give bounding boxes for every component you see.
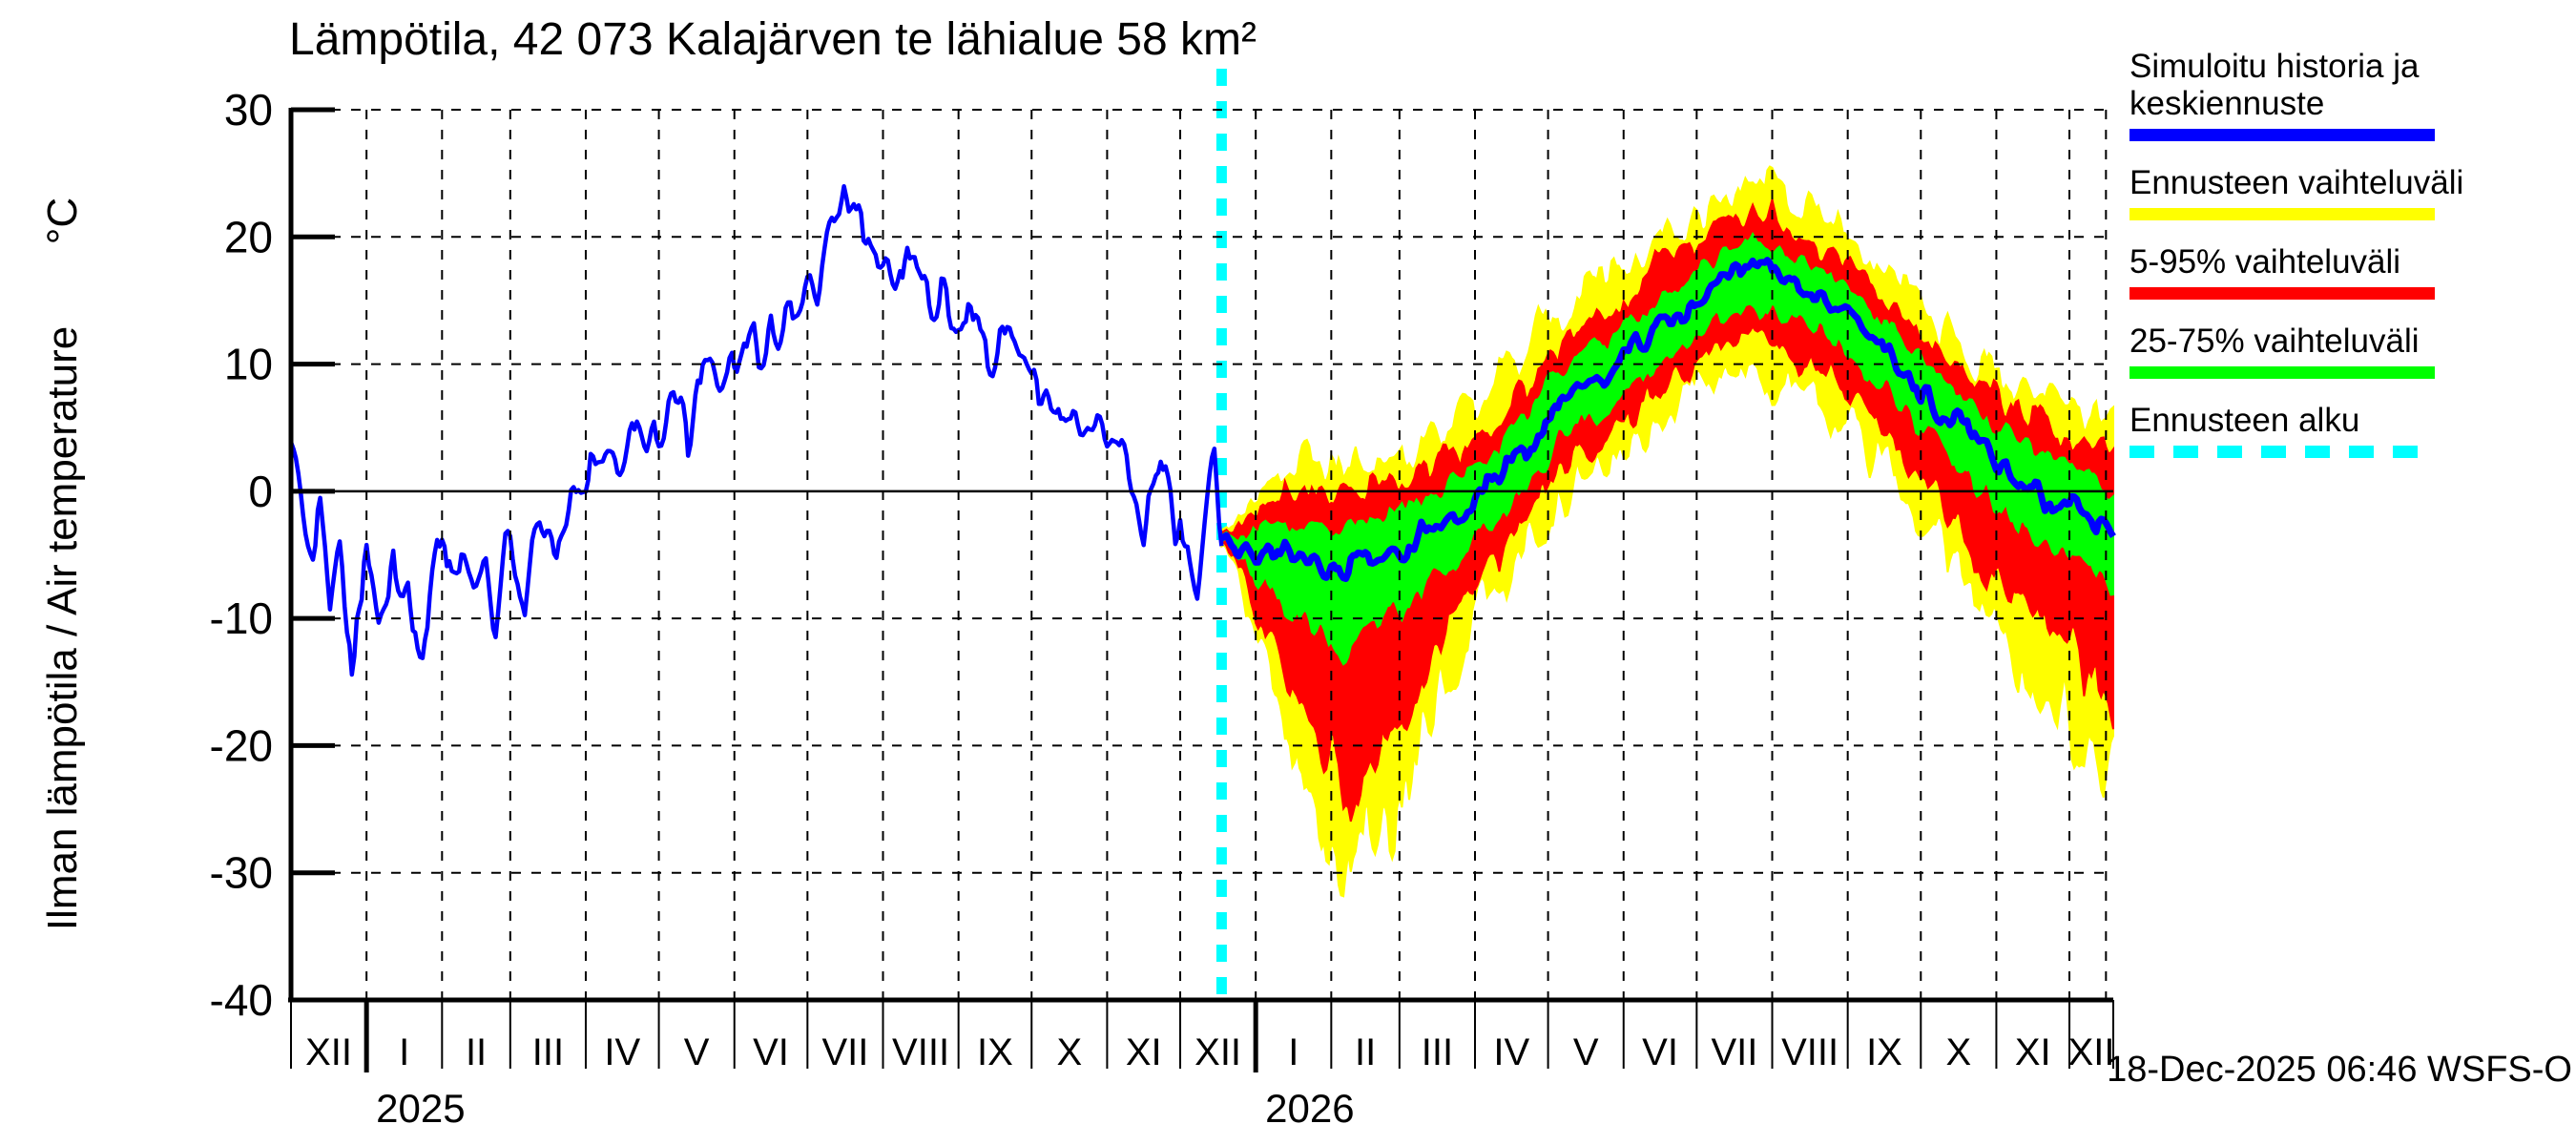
month-label: III xyxy=(1422,1031,1453,1073)
y-tick-label: -10 xyxy=(210,593,273,643)
year-label: 2026 xyxy=(1265,1086,1354,1131)
forecast-start-swatch xyxy=(2129,446,2435,458)
y-tick-label: 30 xyxy=(224,85,273,135)
legend-item-25-75: 25-75% vaihteluväli xyxy=(2129,323,2576,379)
month-label: VI xyxy=(1642,1031,1678,1073)
month-label: V xyxy=(1573,1031,1599,1073)
month-label: VII xyxy=(821,1031,868,1073)
history-line-swatch xyxy=(2129,129,2435,141)
band-25-75-swatch xyxy=(2129,366,2435,379)
month-label: IV xyxy=(604,1031,640,1073)
month-label: XI xyxy=(1126,1031,1162,1073)
forecast-range-swatch xyxy=(2129,208,2435,220)
legend-label-history: Simuloitu historia ja keskiennuste xyxy=(2129,48,2420,122)
legend-item-forecast-range: Ennusteen vaihteluväli xyxy=(2129,164,2576,220)
y-tick-label: -40 xyxy=(210,975,273,1025)
month-label: V xyxy=(684,1031,710,1073)
month-label: VIII xyxy=(892,1031,949,1073)
y-tick-label: 10 xyxy=(224,340,273,389)
history-line xyxy=(288,183,1224,677)
month-label: XI xyxy=(2015,1031,2051,1073)
legend-label-5-95: 5-95% vaihteluväli xyxy=(2129,243,2401,281)
legend-label-25-75: 25-75% vaihteluväli xyxy=(2129,323,2420,360)
month-label: XII xyxy=(1195,1031,1241,1073)
month-label: IV xyxy=(1493,1031,1529,1073)
y-tick-label: -30 xyxy=(210,848,273,898)
month-label: VII xyxy=(1711,1031,1757,1073)
month-label: IX xyxy=(1866,1031,1902,1073)
band-5-95-swatch xyxy=(2129,287,2435,300)
month-label: VI xyxy=(753,1031,789,1073)
y-tick-label: 20 xyxy=(224,212,273,261)
month-label: X xyxy=(1056,1031,1082,1073)
legend-label-forecast-start: Ennusteen alku xyxy=(2129,402,2360,439)
legend-item-history: Simuloitu historia ja keskiennuste xyxy=(2129,48,2576,141)
y-tick-label: -20 xyxy=(210,720,273,770)
month-label: VIII xyxy=(1781,1031,1839,1073)
month-label: IX xyxy=(977,1031,1013,1073)
month-label: III xyxy=(532,1031,564,1073)
legend-item-forecast-start: Ennusteen alku xyxy=(2129,402,2576,458)
legend-label-forecast-range: Ennusteen vaihteluväli xyxy=(2129,164,2464,201)
month-label: I xyxy=(399,1031,409,1073)
legend: Simuloitu historia ja keskiennuste Ennus… xyxy=(2129,48,2576,481)
legend-item-5-95: 5-95% vaihteluväli xyxy=(2129,243,2576,300)
y-tick-label: 0 xyxy=(248,467,273,516)
month-label: I xyxy=(1288,1031,1298,1073)
timestamp: 18-Dec-2025 06:46 WSFS-O xyxy=(2107,1050,2572,1090)
y-axis-label: Ilman lämpötila / Air temperature °C xyxy=(39,197,86,931)
year-label: 2025 xyxy=(376,1086,465,1131)
month-label: II xyxy=(1355,1031,1376,1073)
forecast-median-line xyxy=(1219,257,2116,582)
month-label: II xyxy=(466,1031,487,1073)
page-title: Lämpötila, 42 073 Kalajärven te lähialue… xyxy=(289,14,1257,65)
month-label: XII xyxy=(2068,1031,2115,1073)
month-label: X xyxy=(1946,1031,1972,1073)
axes xyxy=(288,107,2114,1072)
month-label: XII xyxy=(305,1031,352,1073)
gridlines xyxy=(291,109,2113,1000)
